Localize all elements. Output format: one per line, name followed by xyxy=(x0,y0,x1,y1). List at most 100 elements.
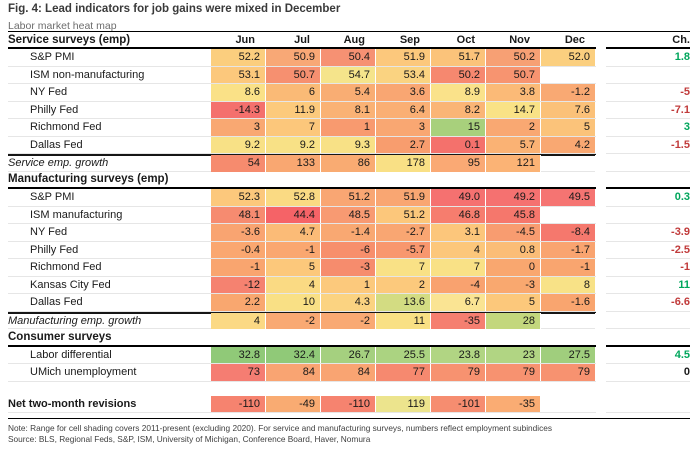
heat-cell: 25.5 xyxy=(376,346,431,363)
row-label: Dallas Fed xyxy=(30,138,83,151)
heat-cell: 79 xyxy=(541,364,596,381)
change-value xyxy=(606,312,690,329)
heat-cell: 51.9 xyxy=(376,49,431,66)
heat-cell: -35 xyxy=(486,395,541,412)
table-row: Richmond Fed 3 7 1 3 15 2 5 3 xyxy=(8,119,690,137)
heat-cell: -110 xyxy=(211,395,266,412)
heat-cell: 50.2 xyxy=(486,49,541,66)
heat-cell: -3 xyxy=(486,276,541,293)
row-label: Service emp. growth xyxy=(8,157,109,170)
heat-cell: 9.2 xyxy=(266,136,321,153)
heat-cell: 6.4 xyxy=(376,101,431,118)
change-value: 0.3 xyxy=(606,189,690,207)
change-value: -6.6 xyxy=(606,294,690,312)
column-gap xyxy=(596,137,606,155)
section-header-row: Service surveys (emp) Jun Jul Aug Sep Oct Nov D… xyxy=(8,31,690,49)
heat-cell: 54 xyxy=(211,155,266,172)
spacer-row xyxy=(8,382,690,396)
heat-cell: 11.9 xyxy=(266,101,321,118)
heat-cell: 50.7 xyxy=(486,66,541,83)
heat-cell: -1 xyxy=(541,259,596,276)
heat-cell: 4 xyxy=(211,312,266,329)
row-main: Richmond Fed 3 7 1 3 15 2 5 xyxy=(8,119,596,137)
heat-cell: -5.7 xyxy=(376,241,431,258)
column-gap xyxy=(596,172,606,190)
heat-cell: -4 xyxy=(431,276,486,293)
table-row: S&P PMI 52.3 52.8 51.2 51.9 49.0 49.2 49.5 0.3 xyxy=(8,189,690,207)
heat-cell: 7 xyxy=(431,259,486,276)
heat-cell: 52.0 xyxy=(541,49,596,66)
row-main: ISM non-manufacturing 53.1 50.7 54.7 53.4 50.… xyxy=(8,66,596,84)
heat-cell: 14.7 xyxy=(486,101,541,118)
row-main: Kansas City Fed -12 4 1 2 -4 -3 8 xyxy=(8,276,596,294)
heat-cell: -49 xyxy=(266,395,321,412)
row-main: Manufacturing surveys (emp) xyxy=(8,172,596,189)
heat-cell: 32.4 xyxy=(266,346,321,363)
heat-cell: 5 xyxy=(486,294,541,311)
row-label: Net two-month revisions xyxy=(8,397,137,410)
row-label: Labor differential xyxy=(30,348,112,361)
change-value: 1.8 xyxy=(606,49,690,67)
heat-cell: 52.8 xyxy=(266,189,321,206)
heat-cell: -0.4 xyxy=(211,241,266,258)
row-label: Service surveys (emp) xyxy=(8,33,131,46)
net-revisions-row: Net two-month revisions -110 -49 -110 119 -10… xyxy=(8,395,690,413)
heat-cell: 49.0 xyxy=(431,189,486,206)
heat-cell: 28 xyxy=(486,312,541,329)
heat-cell: -2 xyxy=(266,312,321,329)
column-gap xyxy=(596,119,606,137)
heat-cell: 2 xyxy=(486,119,541,136)
heat-cell: 0.8 xyxy=(486,241,541,258)
heat-cell: 119 xyxy=(376,395,431,412)
row-label: Manufacturing surveys (emp) xyxy=(8,173,169,186)
change-value xyxy=(606,67,690,84)
heat-cell: -1.2 xyxy=(541,84,596,101)
column-gap xyxy=(596,189,606,207)
heat-cell xyxy=(541,312,596,329)
row-main: Net two-month revisions -110 -49 -110 119 -10… xyxy=(8,395,596,413)
heat-cell xyxy=(541,206,596,223)
month-header: Jun xyxy=(235,33,255,46)
heat-cell: 8.6 xyxy=(211,84,266,101)
heat-cell: 48.5 xyxy=(321,206,376,223)
column-gap xyxy=(596,32,606,49)
month-header: Aug xyxy=(343,33,365,46)
heat-cell: 53.1 xyxy=(211,66,266,83)
table-row: Manufacturing emp. growth 4 -2 -2 11 -35 28 xyxy=(8,311,690,329)
heat-cell: 5.4 xyxy=(321,84,376,101)
table-row: Kansas City Fed -12 4 1 2 -4 -3 8 11 xyxy=(8,276,690,294)
column-gap xyxy=(596,154,606,172)
heat-cell: -4.5 xyxy=(486,224,541,241)
heat-cell: -35 xyxy=(431,312,486,329)
heat-cell xyxy=(541,66,596,83)
heat-cell: -2.7 xyxy=(376,224,431,241)
row-main: ISM manufacturing 48.1 44.4 48.5 51.2 46.8 45.… xyxy=(8,206,596,224)
heat-cell: 44.4 xyxy=(266,206,321,223)
heatmap-table: Service surveys (emp) Jun Jul Aug Sep Oct Nov D… xyxy=(8,31,690,413)
heat-cell: 95 xyxy=(431,155,486,172)
heat-cell: -1.7 xyxy=(541,241,596,258)
heat-cell: 23.8 xyxy=(431,346,486,363)
heat-cell: -3.6 xyxy=(211,224,266,241)
change-value: 0 xyxy=(606,364,690,382)
heat-cell: 7.6 xyxy=(541,101,596,118)
table-row: Philly Fed -0.4 -1 -6 -5.7 4 0.8 -1.7 -2.5 xyxy=(8,241,690,259)
heat-cell: 13.6 xyxy=(376,294,431,311)
heat-cell: 8 xyxy=(541,276,596,293)
table-row: Dallas Fed 2.2 10 4.3 13.6 6.7 5 -1.6 -6.6 xyxy=(8,294,690,312)
heat-cell: 8.1 xyxy=(321,101,376,118)
table-row: Richmond Fed -1 5 -3 7 7 0 -1 -1 xyxy=(8,259,690,277)
heat-cell: 52.3 xyxy=(211,189,266,206)
row-main: UMich unemployment 73 84 84 77 79 79 79 xyxy=(8,364,596,382)
heat-cell: 9.2 xyxy=(211,136,266,153)
heat-cell: 50.4 xyxy=(321,49,376,66)
heat-cell: 10 xyxy=(266,294,321,311)
heat-cell: 15 xyxy=(431,119,486,136)
heat-cell: -14.3 xyxy=(211,101,266,118)
column-gap xyxy=(596,224,606,242)
heat-cell: 51.2 xyxy=(321,189,376,206)
heat-cell: 0.1 xyxy=(431,136,486,153)
heat-cell xyxy=(541,395,596,412)
month-header: Dec xyxy=(564,33,585,46)
